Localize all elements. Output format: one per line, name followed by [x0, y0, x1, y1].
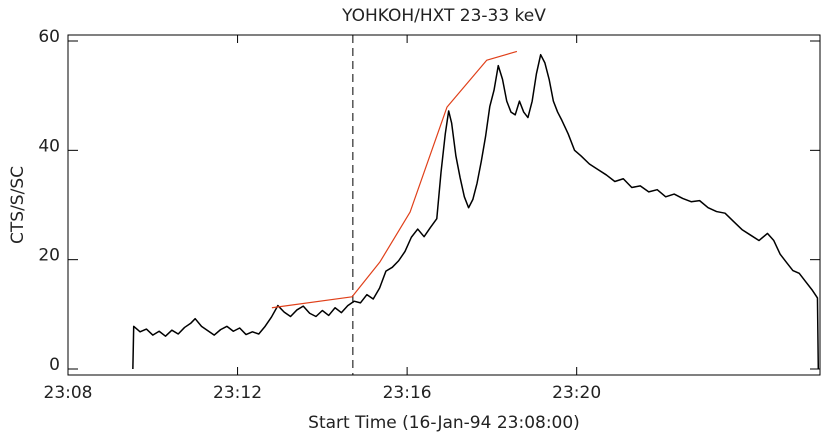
plot-frame [67, 34, 821, 376]
x-axis-label: Start Time (16-Jan-94 23:08:00) [308, 413, 580, 433]
y-tick-label: 40 [38, 136, 60, 156]
x-tick-label: 23:08 [44, 383, 93, 403]
y-axis-label: CTS/S/SC [8, 166, 28, 244]
x-tick-label: 23:20 [552, 383, 601, 403]
x-tick-label: 23:16 [383, 383, 432, 403]
y-tick-label: 20 [38, 246, 60, 266]
chart-title: YOHKOH/HXT 23-33 keV [341, 6, 546, 26]
data-line [271, 50, 518, 309]
data-line [132, 53, 820, 370]
y-tick-label: 0 [49, 355, 60, 375]
x-tick-label: 23:12 [213, 383, 262, 403]
y-tick-label: 60 [38, 27, 60, 47]
